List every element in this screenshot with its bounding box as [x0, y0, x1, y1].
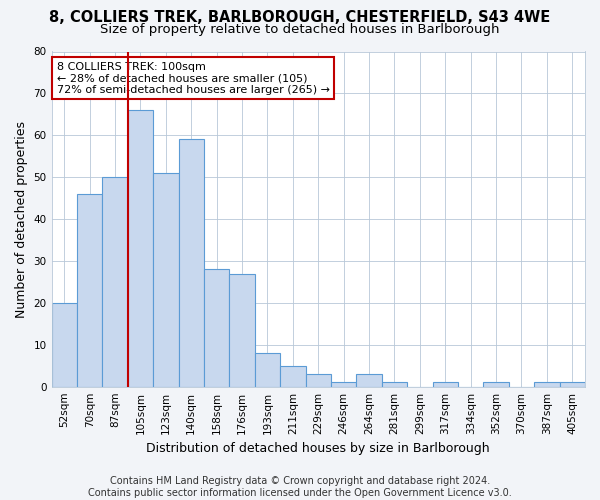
- Bar: [128, 110, 153, 386]
- Bar: [179, 140, 204, 386]
- Bar: [229, 274, 255, 386]
- Bar: [433, 382, 458, 386]
- Text: Size of property relative to detached houses in Barlborough: Size of property relative to detached ho…: [100, 22, 500, 36]
- Bar: [560, 382, 585, 386]
- Bar: [77, 194, 103, 386]
- Bar: [356, 374, 382, 386]
- Y-axis label: Number of detached properties: Number of detached properties: [15, 120, 28, 318]
- Bar: [153, 173, 179, 386]
- Bar: [305, 374, 331, 386]
- X-axis label: Distribution of detached houses by size in Barlborough: Distribution of detached houses by size …: [146, 442, 490, 455]
- Bar: [534, 382, 560, 386]
- Bar: [331, 382, 356, 386]
- Text: Contains HM Land Registry data © Crown copyright and database right 2024.
Contai: Contains HM Land Registry data © Crown c…: [88, 476, 512, 498]
- Text: 8, COLLIERS TREK, BARLBOROUGH, CHESTERFIELD, S43 4WE: 8, COLLIERS TREK, BARLBOROUGH, CHESTERFI…: [49, 10, 551, 25]
- Text: 8 COLLIERS TREK: 100sqm
← 28% of detached houses are smaller (105)
72% of semi-d: 8 COLLIERS TREK: 100sqm ← 28% of detache…: [57, 62, 330, 95]
- Bar: [280, 366, 305, 386]
- Bar: [484, 382, 509, 386]
- Bar: [255, 353, 280, 386]
- Bar: [382, 382, 407, 386]
- Bar: [52, 303, 77, 386]
- Bar: [103, 177, 128, 386]
- Bar: [204, 270, 229, 386]
